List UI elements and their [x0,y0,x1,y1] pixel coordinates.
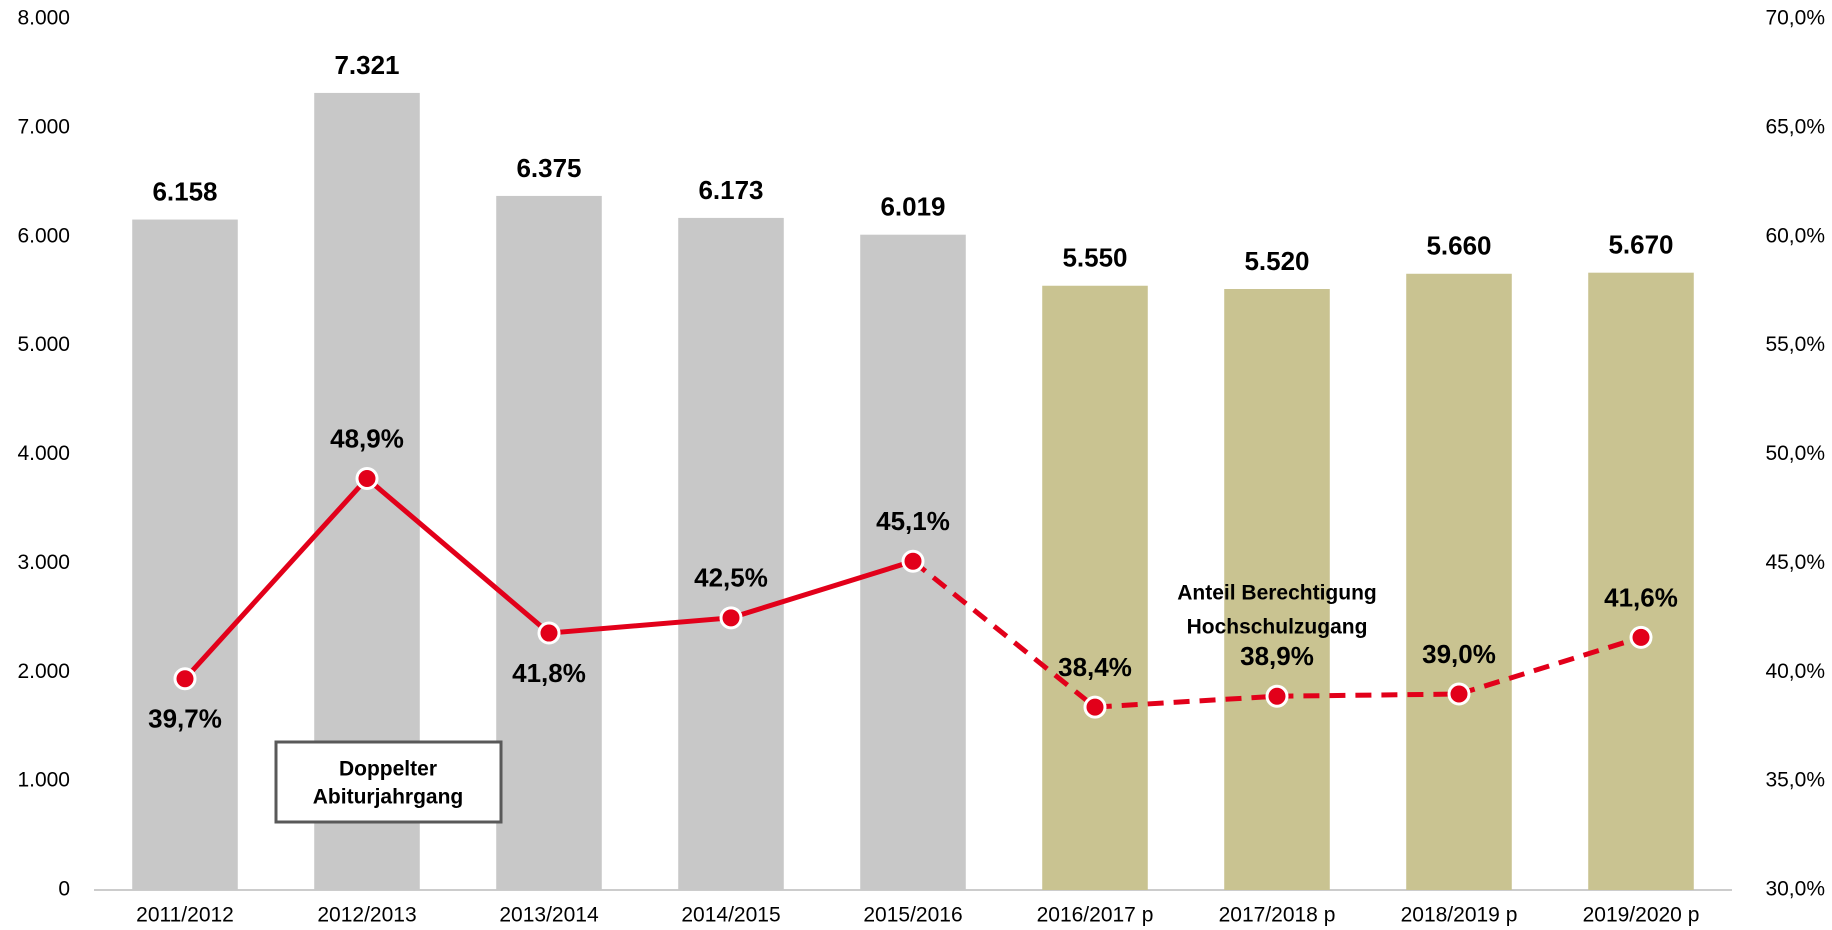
x-tick-label: 2019/2020 p [1583,904,1700,927]
bar-value-label: 5.550 [1062,243,1127,273]
x-tick-label: 2016/2017 p [1037,904,1154,927]
x-tick-label: 2014/2015 [681,904,780,927]
bar-value-label: 6.375 [516,153,581,183]
line-value-label: 42,5% [694,563,768,593]
line-marker [901,549,925,573]
y-tick-label: 3.000 [17,551,70,574]
y2-tick-label: 50,0% [1765,442,1825,465]
bar-value-label: 5.660 [1426,231,1491,261]
y2-tick-label: 45,0% [1765,551,1825,574]
line-marker [355,466,379,490]
y2-tick-label: 35,0% [1765,769,1825,792]
x-tick-label: 2017/2018 p [1219,904,1336,927]
bar [1588,272,1694,891]
bar [496,195,602,890]
y2-tick-label: 70,0% [1765,7,1825,30]
annotation-text: Abiturjahrgang [313,786,464,809]
bar-value-label: 7.321 [334,50,399,80]
line-marker [719,606,743,630]
line-dashed [911,559,1642,710]
y-tick-label: 1.000 [17,769,70,792]
y-tick-label: 0 [58,878,70,901]
y2-tick-label: 60,0% [1765,224,1825,247]
x-tick-label: 2013/2014 [499,904,599,927]
x-tick-label: 2012/2013 [317,904,416,927]
annotation-box [274,740,503,824]
bar [678,217,784,891]
line-value-label: 41,6% [1604,582,1678,612]
line-value-label: 39,0% [1422,639,1496,669]
y-tick-label: 8.000 [17,7,70,30]
line-marker [1447,682,1471,706]
x-tick-label: 2015/2016 [863,904,962,927]
bar-value-label: 5.520 [1244,246,1309,276]
line-value-label: 48,9% [330,423,404,453]
line-marker [1629,625,1653,649]
line-marker [1083,695,1107,719]
bar [1224,289,1330,890]
annotation-text: Doppelter [339,758,437,781]
line-value-label: 45,1% [876,506,950,536]
y2-tick-label: 65,0% [1765,115,1825,138]
bar [1042,285,1148,890]
bar-value-label: 6.158 [152,176,217,206]
y-tick-label: 6.000 [17,224,70,247]
y-tick-label: 2.000 [17,660,70,683]
line-marker [173,667,197,691]
y2-tick-label: 40,0% [1765,660,1825,683]
y2-tick-label: 30,0% [1765,878,1825,901]
line-value-label: 39,7% [148,704,222,734]
y-tick-label: 7.000 [17,115,70,138]
y-tick-label: 5.000 [17,333,70,356]
line-value-label: 38,9% [1240,641,1314,671]
y2-tick-label: 55,0% [1765,333,1825,356]
bar-value-label: 6.019 [880,192,945,222]
line-marker [537,621,561,645]
annotation-text: Anteil Berechtigung [1177,582,1377,605]
x-tick-label: 2011/2012 [136,904,234,927]
line-value-label: 41,8% [512,658,586,688]
bar [132,219,238,891]
x-tick-label: 2018/2019 p [1401,904,1518,927]
bar-value-label: 6.173 [698,175,763,205]
annotation-text: Hochschulzugang [1187,616,1368,639]
line-value-label: 38,4% [1058,652,1132,682]
line-marker [1265,684,1289,708]
bar [1406,273,1512,891]
bar-value-label: 5.670 [1608,230,1673,260]
y-tick-label: 4.000 [17,442,70,465]
